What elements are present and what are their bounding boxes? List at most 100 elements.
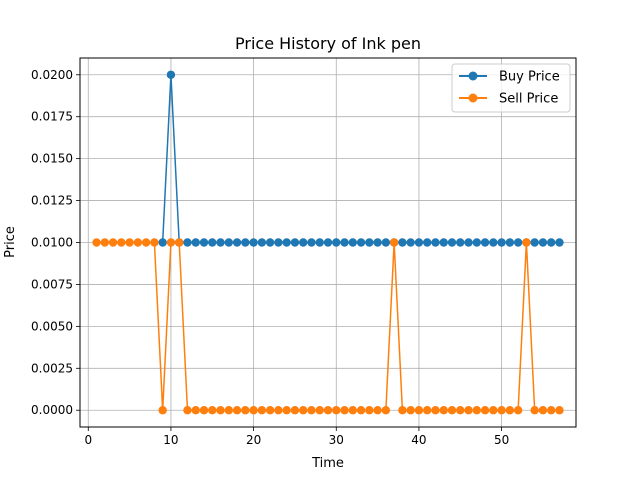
buy-price-point: [497, 238, 506, 247]
buy-price-point: [356, 238, 366, 247]
buy-price-point: [464, 238, 473, 247]
sell-price-point: [133, 238, 143, 247]
x-tick-label: 40: [411, 433, 426, 447]
sell-price-point: [381, 406, 391, 415]
buy-price-point: [340, 238, 349, 247]
y-tick-label: 0.0175: [31, 110, 73, 124]
legend-sell-marker: [468, 93, 478, 103]
buy-price-point: [538, 238, 548, 247]
buy-price-point: [232, 238, 242, 247]
sell-price-point: [456, 406, 465, 415]
sell-price-point: [299, 406, 308, 415]
sell-price-point: [249, 406, 258, 415]
sell-price-point: [332, 406, 341, 415]
buy-price-point: [166, 70, 176, 79]
buy-price-point: [241, 238, 250, 247]
sell-price-point: [547, 406, 556, 415]
sell-price-point: [406, 406, 415, 415]
sell-price-point: [348, 406, 357, 415]
sell-price-point: [323, 406, 333, 415]
buy-price-point: [456, 238, 465, 247]
legend-buy-label: Buy Price: [499, 70, 560, 85]
buy-price-point: [431, 238, 440, 247]
sell-price-point: [166, 238, 176, 247]
sell-price-point: [141, 238, 151, 247]
sell-price-point: [398, 406, 407, 415]
y-tick-label: 0.0200: [31, 68, 73, 82]
buy-price-point: [257, 238, 267, 247]
sell-price-point: [439, 406, 448, 415]
buy-price-point: [472, 238, 481, 247]
buy-price-point: [224, 238, 233, 247]
sell-price-point: [150, 238, 159, 247]
buy-price-point: [447, 238, 457, 247]
sell-price-point: [505, 406, 515, 415]
buy-price-point: [265, 238, 275, 247]
sell-price-point: [555, 406, 564, 415]
sell-price-point: [414, 406, 424, 415]
sell-price-point: [356, 406, 366, 415]
legend: Buy Price Sell Price: [451, 63, 571, 113]
buy-price-point: [199, 238, 209, 247]
sell-price-point: [241, 406, 250, 415]
y-tick-label: 0.0000: [31, 403, 73, 417]
buy-price-point: [191, 238, 200, 247]
buy-price-point: [439, 238, 448, 247]
sell-price-point: [472, 406, 481, 415]
buy-price-point: [290, 238, 300, 247]
sell-price-point: [307, 406, 316, 415]
buy-price-point: [365, 238, 374, 247]
y-tick-label: 0.0050: [31, 319, 73, 333]
axis-ticks: 0 10 20 30 40 50 0.0000 0.0025 0.0050 0.0075 0.010…: [31, 68, 509, 447]
buy-price-point: [332, 238, 341, 247]
sell-price-point: [117, 238, 126, 247]
sell-price-point: [538, 406, 548, 415]
sell-price-point: [365, 406, 374, 415]
buy-price-point: [216, 238, 225, 247]
sell-price-point: [191, 406, 200, 415]
buy-price-point: [323, 238, 333, 247]
sell-price-point: [92, 238, 101, 247]
buy-price-point: [249, 238, 258, 247]
x-tick-label: 0: [84, 433, 92, 447]
buy-price-point: [505, 238, 515, 247]
sell-price-point: [423, 406, 432, 415]
sell-price-point: [522, 238, 531, 247]
buy-price-point: [299, 238, 308, 247]
sell-price-point: [208, 406, 217, 415]
legend-sell-label: Sell Price: [499, 92, 558, 107]
buy-price-point: [183, 238, 192, 247]
buy-price-point: [373, 238, 382, 247]
buy-price-point: [398, 238, 407, 247]
buy-price-point: [414, 238, 424, 247]
chart-title: Price History of Ink pen: [235, 34, 421, 53]
x-tick-label: 50: [494, 433, 509, 447]
x-tick-label: 20: [246, 433, 261, 447]
sell-price-point: [513, 406, 523, 415]
sell-price-point: [497, 406, 506, 415]
y-tick-label: 0.0150: [31, 152, 73, 166]
sell-price-point: [282, 406, 291, 415]
sell-price-point: [158, 406, 167, 415]
sell-price-point: [125, 238, 134, 247]
buy-price-point: [513, 238, 523, 247]
sell-price-point: [530, 406, 539, 415]
legend-buy-marker: [468, 71, 478, 81]
buy-price-point: [348, 238, 357, 247]
buy-price-point: [158, 238, 167, 247]
sell-price-point: [431, 406, 440, 415]
sell-price-point: [389, 238, 399, 247]
x-tick-label: 30: [329, 433, 344, 447]
sell-price-point: [340, 406, 349, 415]
sell-price-point: [199, 406, 209, 415]
buy-price-point: [530, 238, 539, 247]
series-sell-price: [92, 238, 564, 415]
buy-price-point: [406, 238, 415, 247]
sell-price-point: [480, 406, 490, 415]
y-tick-label: 0.0075: [31, 277, 73, 291]
x-tick-label: 10: [163, 433, 178, 447]
sell-price-point: [232, 406, 242, 415]
sell-price-point: [224, 406, 233, 415]
sell-price-point: [489, 406, 498, 415]
